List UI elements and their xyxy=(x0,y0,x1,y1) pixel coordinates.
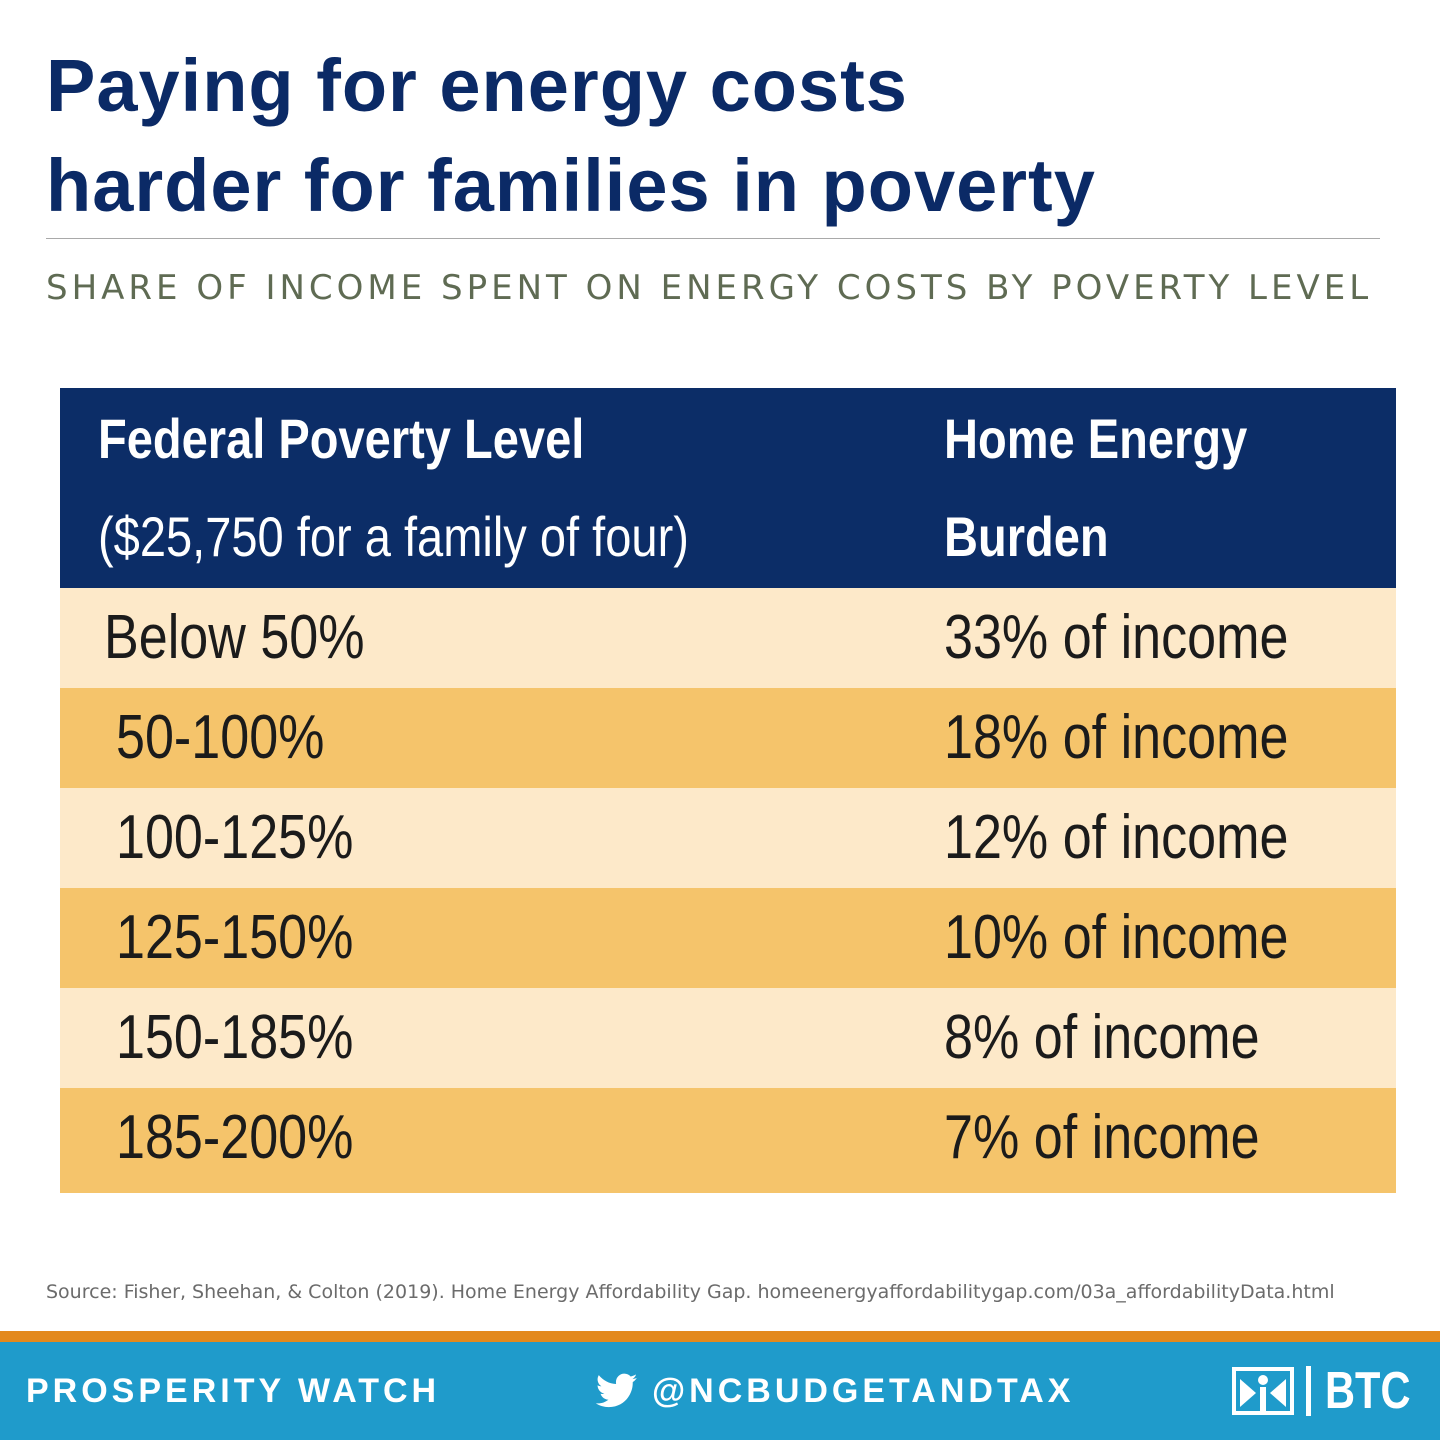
row-level: 185-200% xyxy=(116,1103,354,1172)
row-burden: 8% of income xyxy=(944,1003,1260,1072)
row-level: 100-125% xyxy=(116,803,354,872)
btc-logo: BTC xyxy=(1232,1342,1432,1440)
title-line-2: harder for families in poverty xyxy=(46,144,1096,227)
row-burden: 7% of income xyxy=(944,1103,1260,1172)
twitter-handle: @NCBUDGETANDTAX xyxy=(652,1371,1075,1410)
table-row: 150-185% 8% of income xyxy=(60,988,1396,1088)
table-row: 100-125% 12% of income xyxy=(60,788,1396,888)
page-title: Paying for energy costs harder for famil… xyxy=(46,36,1406,236)
header-level-title: Federal Poverty Level xyxy=(98,407,585,470)
source-note: Source: Fisher, Sheehan, & Colton (2019)… xyxy=(46,1281,1335,1303)
logo-divider xyxy=(1306,1366,1311,1416)
footer-brand: PROSPERITY WATCH xyxy=(26,1372,441,1410)
row-burden: 18% of income xyxy=(944,703,1289,772)
table-body: Below 50% 33% of income 50-100% 18% of i… xyxy=(60,588,1396,1193)
row-burden: 10% of income xyxy=(944,903,1289,972)
table-row: 50-100% 18% of income xyxy=(60,688,1396,788)
title-divider xyxy=(46,238,1380,239)
row-level: Below 50% xyxy=(104,603,365,672)
header-burden-title: Home Energy xyxy=(944,407,1248,470)
table-row: 185-200% 7% of income xyxy=(60,1088,1396,1193)
row-level: 125-150% xyxy=(116,903,354,972)
org-name: BTC xyxy=(1325,1362,1411,1420)
title-line-1: Paying for energy costs xyxy=(46,44,908,127)
energy-burden-table: Federal Poverty Level ($25,750 for a fam… xyxy=(60,388,1396,1193)
row-burden: 12% of income xyxy=(944,803,1289,872)
row-level: 50-100% xyxy=(116,703,325,772)
table-row: Below 50% 33% of income xyxy=(60,588,1396,688)
twitter-bird-icon xyxy=(596,1373,638,1408)
chart-subtitle: SHARE OF INCOME SPENT ON ENERGY COSTS BY… xyxy=(46,268,1373,308)
table-header: Federal Poverty Level ($25,750 for a fam… xyxy=(60,388,1396,588)
row-level: 150-185% xyxy=(116,1003,354,1072)
table-row: 125-150% 10% of income xyxy=(60,888,1396,988)
btc-logo-icon xyxy=(1232,1367,1294,1415)
row-burden: 33% of income xyxy=(944,603,1289,672)
header-level-note: ($25,750 for a family of four) xyxy=(98,505,689,568)
footer-bar: PROSPERITY WATCH @NCBUDGETANDTAX BTC xyxy=(0,1331,1440,1440)
social-handle-link[interactable]: @NCBUDGETANDTAX xyxy=(596,1342,1074,1440)
header-burden-title-2: Burden xyxy=(944,505,1109,568)
